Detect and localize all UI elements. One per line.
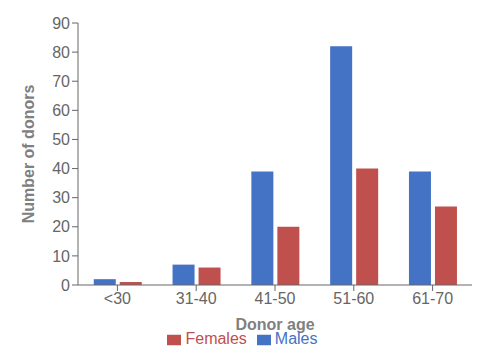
- svg-text:50: 50: [52, 131, 70, 148]
- svg-text:80: 80: [52, 44, 70, 61]
- svg-text:Number of donors: Number of donors: [20, 85, 37, 224]
- svg-text:70: 70: [52, 73, 70, 90]
- svg-text:41-50: 41-50: [255, 290, 296, 307]
- svg-text:0: 0: [61, 277, 70, 294]
- svg-text:51-60: 51-60: [333, 290, 374, 307]
- svg-text:40: 40: [52, 160, 70, 177]
- html-text:Males: Males: [274, 330, 318, 347]
- svg-text:<30: <30: [104, 290, 131, 307]
- svg-text:31-40: 31-40: [176, 290, 217, 307]
- svg-text:60: 60: [52, 102, 70, 119]
- svg-text:10: 10: [52, 248, 70, 265]
- svg-text:Donor age: Donor age: [235, 316, 314, 333]
- svg-text:30: 30: [52, 189, 70, 206]
- svg-text:90: 90: [52, 15, 70, 32]
- svg-text:20: 20: [52, 218, 70, 235]
- html-text:Females: Females: [185, 330, 247, 347]
- svg-text:61-70: 61-70: [412, 290, 453, 307]
